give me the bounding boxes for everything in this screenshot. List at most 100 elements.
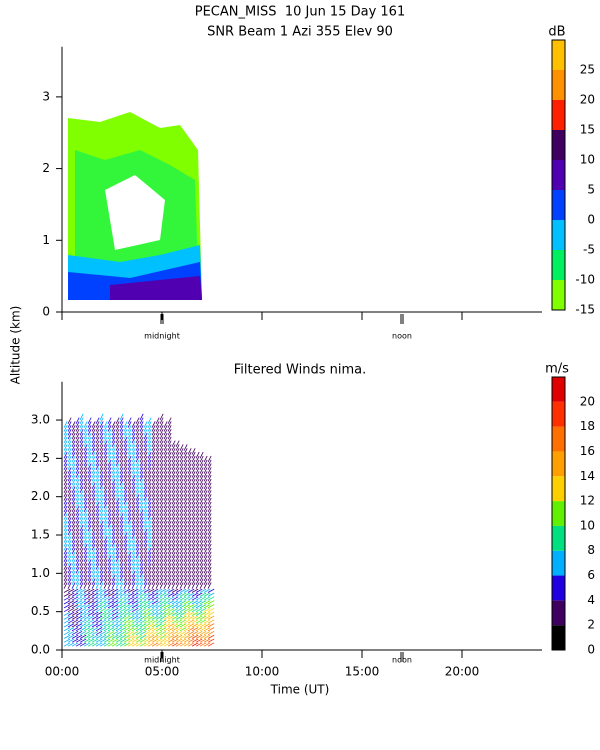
wind-barb	[147, 436, 152, 444]
wind-barb	[203, 497, 208, 505]
wind-barb	[159, 474, 164, 482]
wind-barb	[75, 634, 83, 639]
wind-barb	[99, 478, 104, 486]
wind-barb	[127, 482, 132, 490]
wind-barb	[75, 574, 80, 582]
wind-barb	[143, 486, 148, 494]
wind-barb	[127, 444, 132, 451]
wind-barb	[159, 623, 167, 628]
wind-barb	[131, 623, 139, 628]
wind-barb	[147, 532, 152, 540]
wind-barb	[119, 611, 127, 616]
wind-barb	[195, 540, 200, 547]
wind-barb	[83, 619, 91, 624]
wind-barb	[71, 474, 76, 482]
wind-barb	[75, 559, 80, 566]
wind-barb	[203, 574, 208, 582]
wind-barb	[183, 623, 191, 628]
wind-barb	[143, 432, 148, 440]
wind-barb	[179, 578, 184, 586]
wind-barb	[191, 642, 199, 647]
wind-barb	[199, 471, 204, 478]
wind-barb	[143, 607, 151, 613]
wind-barb	[163, 520, 168, 528]
wind-barb	[95, 532, 100, 540]
wind-barb	[187, 600, 195, 605]
wind-barb	[183, 448, 188, 455]
wind-barb	[71, 517, 76, 524]
wind-barb	[103, 619, 111, 624]
wind-barb	[191, 459, 196, 467]
wind-barb	[155, 547, 160, 555]
wind-barb	[179, 490, 184, 497]
wind-barb	[71, 432, 76, 440]
wind-barb	[171, 536, 176, 543]
wind-barb	[195, 482, 200, 490]
wind-barb	[183, 630, 191, 636]
wind-barb	[123, 444, 128, 451]
wind-barb	[155, 467, 160, 474]
wind-barb	[143, 611, 151, 616]
wind-barb	[171, 455, 176, 463]
wind-barb	[135, 543, 140, 551]
wind-barb	[123, 555, 128, 563]
wind-barb	[95, 566, 100, 574]
wind-barb	[95, 497, 100, 505]
wind-barb	[79, 505, 84, 513]
wind-barb	[183, 494, 188, 501]
wind-barb	[179, 467, 184, 474]
wind-barb	[199, 520, 204, 528]
y-tick-label: 2	[42, 161, 50, 175]
wind-barb	[83, 463, 88, 471]
wind-barb	[95, 421, 100, 428]
wind-barb	[191, 463, 196, 471]
wind-barb	[151, 467, 156, 474]
wind-barb	[195, 471, 200, 478]
wind-barb	[199, 451, 204, 459]
wind-barb	[79, 596, 87, 601]
wind-barb	[199, 619, 207, 624]
wind-barb	[63, 501, 68, 509]
wind-barb	[91, 627, 99, 632]
wind-barb	[115, 563, 120, 570]
wind-barb	[183, 532, 188, 540]
wind-barb	[187, 574, 192, 582]
wind-barb	[67, 607, 75, 613]
colorbar-tick-label: 10	[580, 518, 595, 532]
wind-barb	[127, 615, 135, 620]
wind-barb	[183, 559, 188, 566]
wind-barb	[151, 497, 156, 505]
wind-barb	[107, 559, 112, 566]
wind-barb	[199, 555, 204, 563]
wind-barb	[151, 578, 156, 586]
wind-barb	[91, 536, 96, 543]
wind-barb	[111, 482, 116, 490]
wind-barb	[151, 513, 156, 520]
wind-barb	[111, 638, 119, 643]
wind-barb	[207, 528, 212, 536]
wind-barb	[95, 627, 103, 632]
wind-barb	[119, 540, 124, 547]
wind-barb	[163, 513, 168, 520]
wind-barb	[107, 425, 112, 432]
wind-barb	[75, 623, 83, 628]
wind-barb	[207, 611, 215, 616]
wind-barb	[99, 467, 104, 474]
wind-barb	[83, 547, 88, 555]
wind-barb	[139, 486, 144, 494]
wind-barb	[147, 501, 152, 509]
wind-barb	[171, 578, 176, 586]
wind-barb	[207, 524, 212, 532]
wind-barb	[87, 559, 92, 566]
wind-barb	[75, 509, 80, 517]
wind-barb	[151, 615, 159, 620]
wind-barb	[131, 440, 136, 448]
wind-barb	[67, 551, 72, 559]
wind-barb	[159, 532, 164, 540]
wind-barb	[143, 513, 148, 520]
wind-barb	[179, 497, 184, 505]
wind-barb	[71, 482, 76, 490]
wind-barb	[79, 421, 84, 428]
wind-barb	[103, 611, 111, 616]
wind-barb	[171, 592, 179, 597]
